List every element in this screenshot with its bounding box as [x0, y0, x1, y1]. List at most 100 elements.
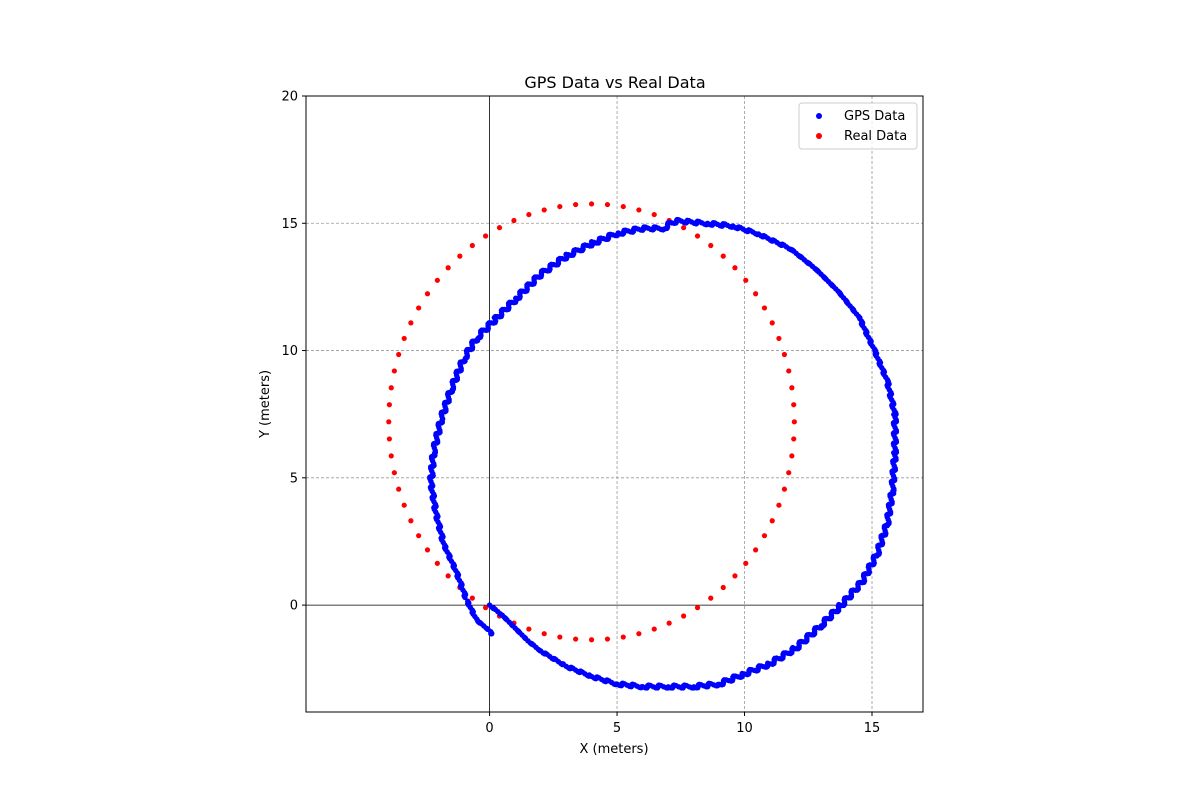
real-data-point — [573, 636, 579, 642]
y-tick-label: 10 — [281, 344, 298, 359]
x-tick-label: 15 — [864, 721, 881, 736]
axis-ticks: 0 5 10 15 0 5 10 15 20 — [281, 90, 880, 737]
real-data-point — [651, 211, 657, 218]
real-data-point — [753, 291, 759, 297]
real-data-point — [743, 277, 749, 283]
legend: GPS Data Real Data — [798, 102, 918, 150]
real-data-point — [496, 225, 503, 231]
real-data-point — [557, 203, 563, 210]
real-data-point — [708, 595, 714, 601]
x-tick-label: 5 — [613, 721, 621, 736]
real-data-point — [781, 486, 788, 492]
real-data-point — [401, 502, 407, 508]
y-axis-label: Y (meters) — [258, 370, 273, 439]
real-data-point — [636, 207, 642, 213]
real-data-point — [386, 436, 392, 442]
real-data-point — [541, 207, 547, 213]
real-data-point — [761, 533, 768, 539]
real-data-point — [511, 217, 517, 224]
real-data-point — [588, 201, 595, 207]
y-tick-label: 20 — [281, 90, 298, 105]
real-data-point — [776, 335, 782, 342]
chart-title: GPS Data vs Real Data — [524, 73, 705, 92]
real-data-point — [416, 533, 422, 539]
real-data-point — [791, 419, 797, 425]
real-data-point — [620, 634, 626, 640]
real-data-point — [388, 385, 394, 391]
real-data-point — [457, 253, 463, 259]
real-data-point — [557, 634, 563, 640]
legend-real-label: Real Data — [844, 129, 907, 144]
real-data-point — [681, 613, 687, 619]
real-data-point — [666, 620, 672, 626]
real-data-point — [388, 453, 394, 459]
real-data-point — [401, 335, 407, 342]
real-data-point — [781, 351, 788, 358]
real-data-point — [386, 419, 392, 425]
plot-frame — [305, 95, 924, 713]
real-data-point — [769, 320, 775, 326]
real-data-point — [743, 560, 749, 566]
y-tick-label: 0 — [290, 599, 298, 614]
grid-lines — [306, 96, 923, 712]
real-data-point — [776, 502, 782, 508]
real-data-point — [445, 573, 451, 579]
real-data-point — [694, 605, 701, 611]
real-data-point — [408, 320, 414, 326]
real-data-point — [694, 233, 701, 239]
real-data-point — [588, 637, 595, 643]
real-data-point — [396, 351, 402, 358]
real-data-point — [526, 211, 532, 218]
real-data-point — [391, 470, 397, 476]
real-data-point — [636, 631, 642, 637]
real-data-point — [526, 626, 532, 632]
legend-box — [798, 102, 918, 150]
real-data-point — [791, 436, 797, 442]
real-data-point — [434, 560, 440, 566]
real-data-point — [424, 547, 431, 553]
legend-gps-label: GPS Data — [844, 109, 905, 124]
real-data-point — [469, 242, 475, 249]
real-data-point — [720, 253, 726, 259]
real-data-point — [620, 203, 626, 210]
legend-gps-marker — [816, 113, 822, 119]
gps-data-point — [488, 631, 494, 637]
real-data-point — [424, 291, 431, 297]
real-data-point — [445, 265, 451, 271]
x-tick-label: 0 — [485, 721, 493, 736]
real-data-point — [732, 573, 738, 579]
real-data-point — [789, 385, 795, 391]
x-axis-label: X (meters) — [579, 742, 648, 757]
real-data-point — [720, 584, 726, 591]
real-data-point — [708, 242, 714, 249]
real-data-point — [786, 470, 792, 476]
real-data-point — [761, 305, 768, 311]
real-data-point — [541, 631, 547, 637]
real-data-point — [791, 402, 797, 408]
real-data-point — [753, 547, 759, 553]
real-data-point — [604, 636, 611, 642]
origin-axes — [306, 96, 923, 712]
real-data-point — [732, 265, 738, 271]
y-tick-label: 15 — [281, 217, 298, 232]
y-tick-label: 5 — [290, 471, 298, 486]
gps-data-point — [462, 594, 468, 601]
real-data-point — [469, 595, 475, 601]
real-data-point — [434, 277, 440, 283]
x-tick-label: 10 — [736, 721, 753, 736]
real-data-point — [396, 486, 402, 492]
real-data-point — [681, 225, 687, 231]
real-data-point — [786, 368, 792, 374]
real-data-point — [604, 201, 611, 208]
real-data-point — [408, 518, 414, 524]
real-data-series — [386, 201, 797, 643]
real-data-point — [391, 368, 397, 374]
real-data-point — [482, 233, 489, 239]
real-data-point — [789, 453, 795, 459]
real-data-point — [769, 518, 775, 524]
real-data-point — [482, 605, 489, 611]
real-data-point — [651, 626, 657, 632]
real-data-point — [386, 402, 392, 408]
